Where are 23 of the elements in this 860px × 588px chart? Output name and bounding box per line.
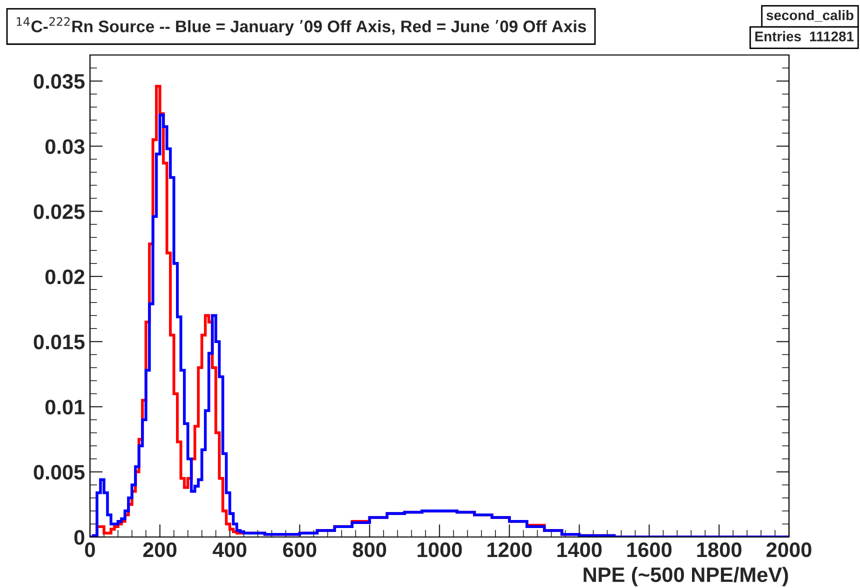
x-tick-label: 2000 (766, 542, 812, 558)
x-tick-label: 1200 (488, 542, 532, 558)
y-tick-label: 0.015 (34, 334, 85, 350)
y-tick-label: 0.03 (45, 139, 84, 154)
y-tick-label: 0.035 (34, 74, 85, 89)
y-tick-label: 0.01 (45, 400, 85, 414)
x-tick-label: 1600 (627, 542, 672, 558)
x-tick-label: 600 (283, 542, 316, 558)
text: second_calib (766, 10, 854, 22)
x-tick-label: 800 (352, 542, 386, 558)
chart-title: $^{14}$C-$^{222}$Rn Source -- Blue = January ’09 Off Axis, Red = June ’09 Off Axis (16, 17, 586, 36)
y-tick-label: 0.02 (45, 269, 84, 284)
y-tick-label: 0.025 (34, 204, 85, 220)
x-tick-label: 1000 (418, 542, 462, 558)
x-tick-label: 0 (85, 542, 95, 558)
x-tick-label: 400 (212, 542, 246, 558)
x-tick-label: 200 (143, 542, 176, 558)
x-axis-title: NPE (~500 NPE/MeV) (584, 566, 788, 586)
text: Entries 111281 (755, 31, 854, 42)
x-tick-label: 1800 (697, 542, 742, 558)
y-tick-label: 0 (74, 530, 84, 545)
y-tick-label: 0.005 (34, 464, 85, 480)
x-tick-label: 1400 (557, 542, 602, 558)
